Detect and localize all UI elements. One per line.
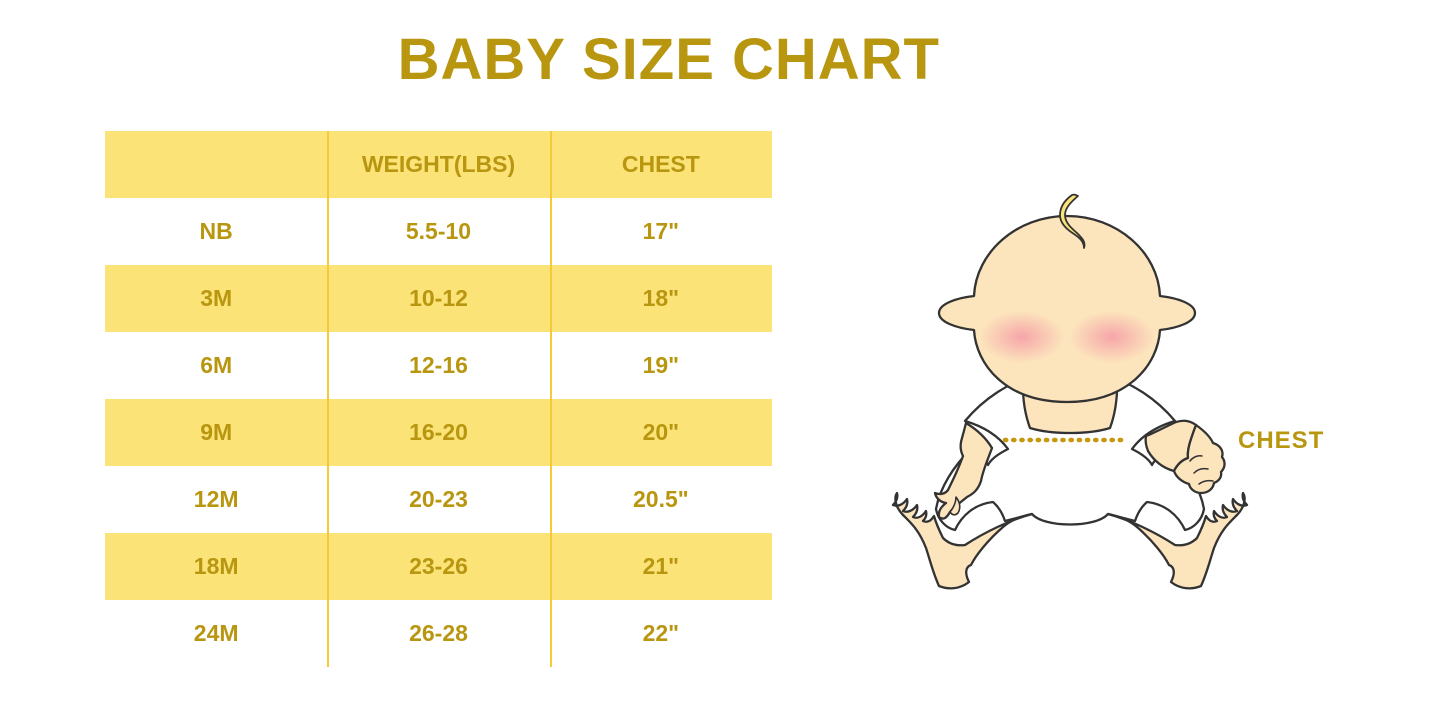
svg-text:CHEST: CHEST [1238,427,1324,454]
